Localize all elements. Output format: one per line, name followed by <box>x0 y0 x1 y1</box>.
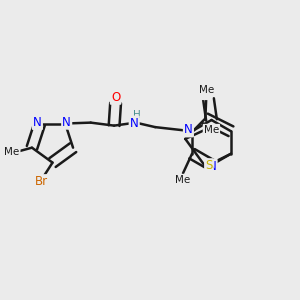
Text: N: N <box>184 123 193 136</box>
Text: Me: Me <box>204 125 219 135</box>
Text: N: N <box>208 160 217 173</box>
Text: Me: Me <box>199 85 214 95</box>
Text: N: N <box>33 116 42 129</box>
Text: O: O <box>111 91 120 103</box>
Text: H: H <box>133 110 140 119</box>
Text: N: N <box>62 116 71 128</box>
Text: Me: Me <box>4 147 20 157</box>
Text: Me: Me <box>176 175 190 185</box>
Text: Br: Br <box>35 175 48 188</box>
Text: S: S <box>205 159 213 172</box>
Text: O: O <box>202 86 211 99</box>
Text: N: N <box>130 117 139 130</box>
